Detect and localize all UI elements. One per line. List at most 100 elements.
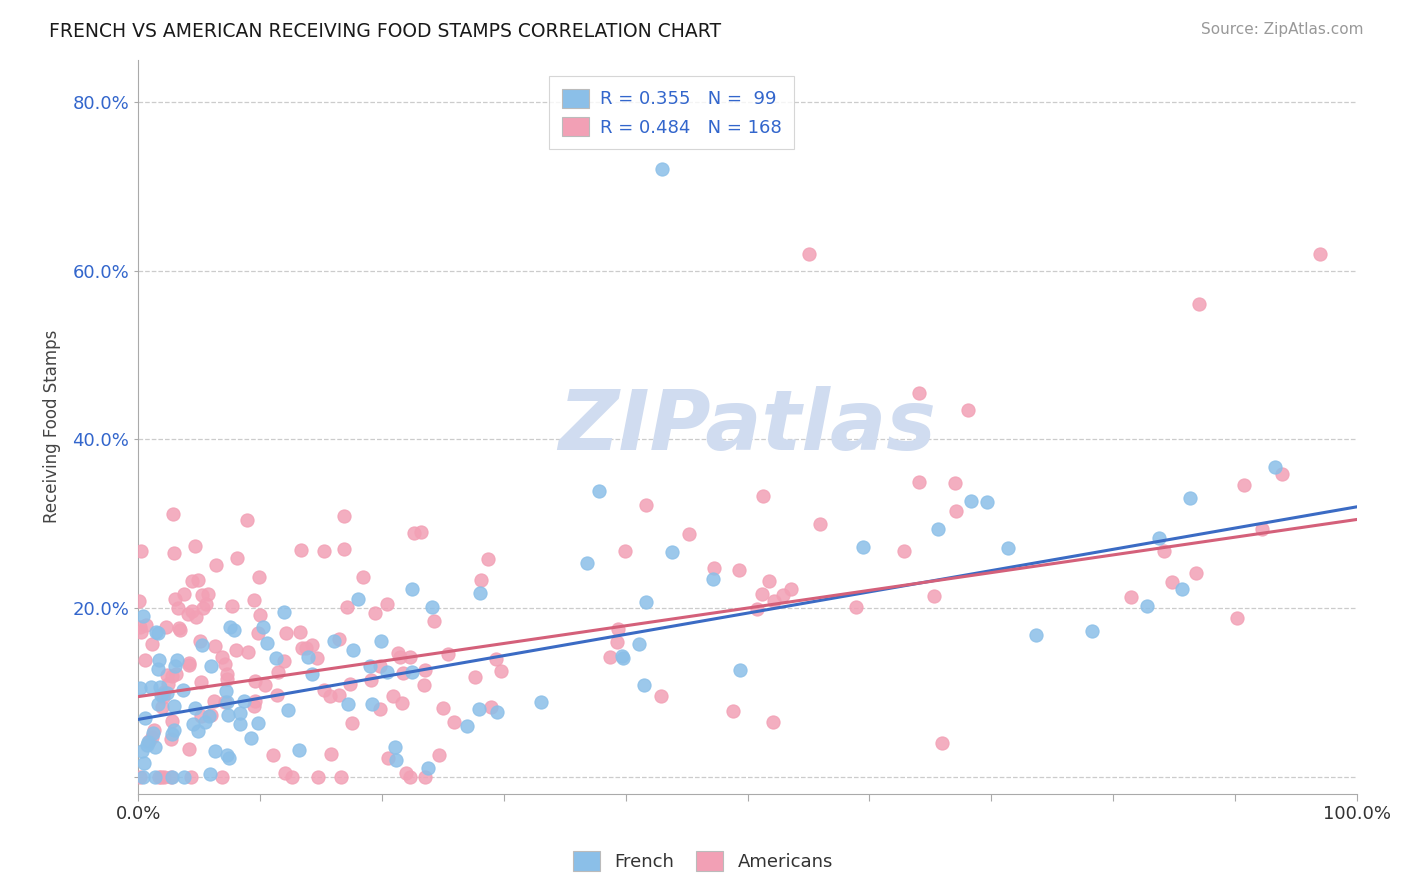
- Point: [650, 690, 672, 704]
- Point: [205, 558, 228, 573]
- Point: [329, 770, 352, 784]
- Point: [138, 734, 160, 748]
- Point: [186, 724, 208, 739]
- Point: [423, 615, 446, 629]
- Point: [266, 651, 288, 665]
- Point: [253, 678, 276, 692]
- Point: [607, 622, 630, 636]
- Point: [180, 574, 202, 588]
- Point: [180, 603, 202, 617]
- Point: [194, 597, 217, 611]
- Point: [477, 551, 499, 566]
- Point: [162, 698, 184, 713]
- Point: [1263, 459, 1285, 474]
- Point: [243, 698, 266, 713]
- Point: [456, 719, 478, 733]
- Point: [134, 711, 156, 725]
- Point: [179, 770, 201, 784]
- Point: [247, 716, 270, 731]
- Point: [336, 600, 359, 615]
- Point: [420, 600, 443, 615]
- Point: [1025, 628, 1047, 642]
- Point: [752, 489, 775, 503]
- Point: [146, 697, 169, 711]
- Point: [247, 626, 270, 640]
- Point: [262, 748, 284, 763]
- Text: ZIPatlas: ZIPatlas: [558, 386, 936, 467]
- Point: [301, 666, 323, 681]
- Point: [1119, 590, 1142, 604]
- Legend: R = 0.355   N =  99, R = 0.484   N = 168: R = 0.355 N = 99, R = 0.484 N = 168: [550, 76, 794, 149]
- Point: [200, 659, 222, 673]
- Point: [150, 688, 173, 702]
- Point: [229, 716, 252, 731]
- Point: [243, 593, 266, 607]
- Point: [762, 715, 785, 730]
- Point: [395, 766, 418, 780]
- Point: [222, 623, 245, 637]
- Point: [152, 685, 174, 699]
- Point: [290, 542, 312, 557]
- Point: [167, 601, 190, 615]
- Point: [150, 700, 173, 714]
- Point: [256, 636, 278, 650]
- Point: [468, 585, 491, 599]
- Point: [191, 639, 214, 653]
- Point: [1309, 246, 1331, 260]
- Point: [1233, 478, 1256, 492]
- Point: [215, 747, 238, 762]
- Point: [141, 637, 163, 651]
- Point: [169, 623, 191, 637]
- Point: [893, 543, 915, 558]
- Point: [129, 625, 152, 640]
- Point: [197, 709, 219, 723]
- Point: [160, 669, 183, 683]
- Point: [142, 725, 165, 739]
- Point: [960, 494, 983, 508]
- Point: [129, 681, 152, 695]
- Point: [606, 634, 628, 648]
- Legend: French, Americans: French, Americans: [565, 844, 841, 879]
- Point: [730, 663, 752, 677]
- Point: [146, 662, 169, 676]
- Point: [314, 683, 336, 698]
- Point: [181, 716, 204, 731]
- Text: FRENCH VS AMERICAN RECEIVING FOOD STAMPS CORRELATION CHART: FRENCH VS AMERICAN RECEIVING FOOD STAMPS…: [49, 22, 721, 41]
- Point: [489, 664, 512, 678]
- Point: [163, 659, 186, 673]
- Point: [314, 544, 336, 558]
- Point: [530, 695, 553, 709]
- Point: [364, 606, 387, 620]
- Point: [1171, 582, 1194, 596]
- Point: [945, 504, 967, 518]
- Point: [1081, 624, 1104, 639]
- Point: [416, 761, 439, 775]
- Point: [217, 695, 239, 709]
- Point: [1153, 543, 1175, 558]
- Point: [136, 734, 159, 748]
- Point: [384, 753, 406, 767]
- Point: [266, 688, 288, 702]
- Point: [202, 694, 225, 708]
- Point: [368, 658, 391, 673]
- Point: [129, 620, 152, 634]
- Point: [194, 714, 217, 729]
- Point: [391, 696, 413, 710]
- Point: [204, 639, 226, 653]
- Point: [273, 605, 295, 619]
- Point: [443, 714, 465, 729]
- Point: [152, 690, 174, 704]
- Point: [808, 516, 831, 531]
- Point: [267, 665, 290, 679]
- Point: [177, 741, 200, 756]
- Point: [129, 543, 152, 558]
- Point: [845, 599, 868, 614]
- Point: [294, 641, 316, 656]
- Point: [307, 770, 329, 784]
- Point: [131, 609, 153, 624]
- Point: [200, 707, 222, 722]
- Point: [323, 634, 346, 648]
- Point: [762, 594, 785, 608]
- Point: [780, 582, 803, 596]
- Point: [401, 665, 423, 679]
